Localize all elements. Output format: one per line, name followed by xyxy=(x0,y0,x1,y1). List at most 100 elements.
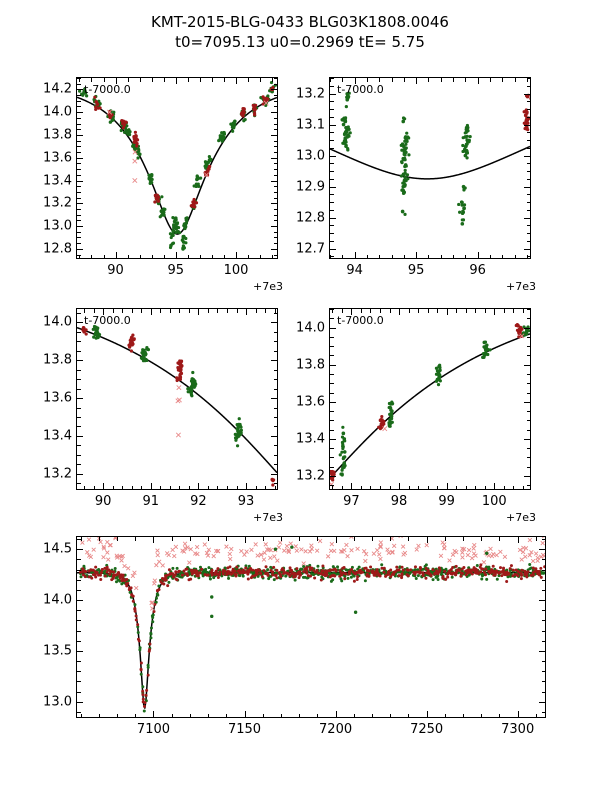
data-point xyxy=(147,173,151,177)
data-point xyxy=(90,576,94,580)
data-point xyxy=(254,103,258,107)
data-point xyxy=(139,356,144,360)
y-tick-right-panel-mid-right xyxy=(526,392,530,394)
data-point xyxy=(404,150,408,154)
y-tick-panel-top-left xyxy=(77,123,81,125)
rejected-data-point xyxy=(166,552,171,558)
data-point xyxy=(181,244,186,248)
x-tick-top-panel-top-left xyxy=(223,78,225,82)
data-point xyxy=(246,572,250,576)
x-tick-panel-bottom-full xyxy=(226,713,228,717)
data-point xyxy=(84,332,88,336)
data-point xyxy=(192,184,196,188)
x-tick-panel-mid-right xyxy=(408,485,410,489)
data-point xyxy=(210,573,214,577)
rejected-data-point xyxy=(517,547,523,553)
data-point xyxy=(446,575,450,579)
rejected-data-point xyxy=(460,555,465,560)
data-point xyxy=(266,568,270,572)
data-point xyxy=(520,573,524,577)
rejected-data-point xyxy=(338,549,344,554)
x-tick-panel-mid-right xyxy=(484,485,486,489)
data-point xyxy=(177,231,182,235)
rejected-data-point xyxy=(122,563,127,569)
rejected-data-point xyxy=(113,537,118,540)
data-point xyxy=(105,570,109,574)
y-tick-right-panel-top-left xyxy=(273,78,277,79)
y-tick-panel-top-left xyxy=(77,226,83,228)
panel-mid-right-plot-area xyxy=(330,309,530,489)
y-tick-right-panel-mid-right xyxy=(524,327,530,329)
y-tick-panel-top-left xyxy=(77,129,81,131)
data-point xyxy=(520,568,524,572)
data-point xyxy=(436,578,440,582)
rejected-data-point xyxy=(527,553,532,558)
data-point xyxy=(251,568,255,572)
data-point xyxy=(96,568,100,572)
y-tick-label: 13.8 xyxy=(296,357,325,373)
x-tick-panel-mid-left xyxy=(274,485,276,489)
data-point xyxy=(438,366,442,370)
y-tick-label: 13.5 xyxy=(43,643,72,659)
y-tick-right-panel-mid-right xyxy=(524,476,530,477)
data-point xyxy=(192,385,196,389)
data-point xyxy=(262,569,266,573)
x-tick-top-panel-top-right xyxy=(453,78,455,82)
data-point xyxy=(332,571,336,575)
data-point xyxy=(203,171,207,175)
x-tick-panel-mid-right xyxy=(437,485,439,489)
y-tick-right-panel-mid-left xyxy=(273,379,277,381)
data-point xyxy=(172,224,176,228)
x-tick-top-panel-mid-right xyxy=(360,309,362,313)
data-point xyxy=(464,130,468,134)
data-point xyxy=(325,573,329,577)
x-tick-panel-top-left xyxy=(151,254,153,258)
x-tick-panel-mid-right xyxy=(427,485,429,489)
rejected-data-point xyxy=(263,542,268,547)
y-tick-panel-mid-left xyxy=(77,350,81,352)
x-tick-panel-bottom-full xyxy=(444,713,446,717)
y-tick-right-panel-mid-left xyxy=(273,417,277,418)
x-tick-top-panel-mid-right xyxy=(522,309,524,313)
data-point xyxy=(403,158,407,162)
x-tick-top-panel-mid-left xyxy=(141,309,143,313)
x-tick-panel-mid-left xyxy=(179,485,181,489)
rejected-data-point xyxy=(224,544,229,549)
data-point xyxy=(392,572,396,576)
data-point xyxy=(282,568,286,572)
data-point xyxy=(134,134,138,138)
data-point xyxy=(341,442,345,447)
y-tick-right-panel-top-left xyxy=(273,146,277,148)
y-tick-right-panel-top-right xyxy=(526,256,530,258)
y-tick-panel-top-right xyxy=(330,109,334,111)
data-point xyxy=(192,202,196,206)
rejected-data-point xyxy=(494,552,499,558)
y-tick-right-panel-bottom-full xyxy=(541,610,545,612)
y-tick-label: 12.8 xyxy=(296,210,325,226)
x-tick-top-panel-mid-left xyxy=(188,309,190,313)
y-tick-panel-mid-right xyxy=(330,429,334,431)
data-point xyxy=(216,576,220,580)
y-tick-right-panel-top-right xyxy=(526,171,530,173)
x-tick-panel-bottom-full xyxy=(117,713,119,717)
rejected-data-point xyxy=(120,553,125,559)
data-point xyxy=(397,574,401,578)
data-point xyxy=(141,697,145,701)
x-tick-top-panel-top-left xyxy=(175,78,177,84)
x-tick-top-panel-bottom-full xyxy=(189,537,191,541)
rejected-data-point xyxy=(473,553,478,558)
y-tick-panel-mid-left xyxy=(77,379,81,381)
data-point xyxy=(479,570,483,574)
data-point xyxy=(210,595,214,599)
y-tick-right-panel-bottom-full xyxy=(541,569,545,571)
rejected-data-point xyxy=(206,547,212,552)
data-point xyxy=(380,414,384,419)
y-tick-panel-top-right xyxy=(330,256,334,258)
data-point xyxy=(406,135,410,139)
data-point xyxy=(403,212,407,217)
data-point xyxy=(179,360,183,364)
data-point xyxy=(252,571,256,575)
data-point xyxy=(525,111,529,115)
rejected-data-point xyxy=(155,552,160,558)
data-point xyxy=(278,573,282,577)
